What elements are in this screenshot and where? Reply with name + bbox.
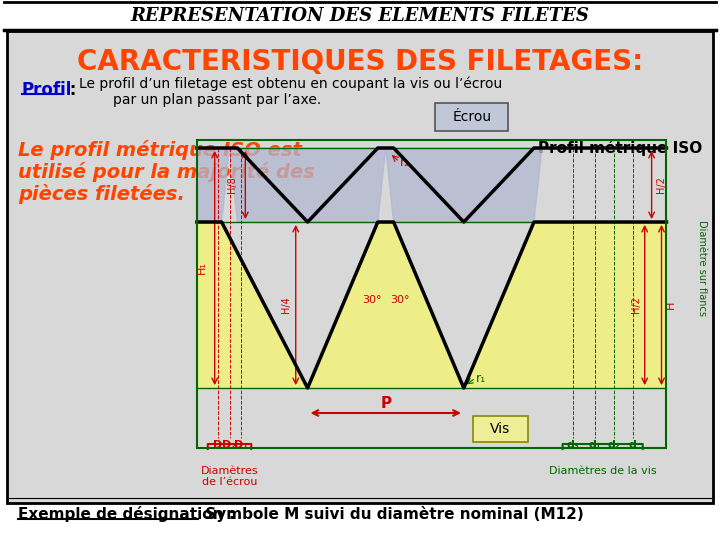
- Text: Écrou: Écrou: [452, 110, 491, 124]
- FancyBboxPatch shape: [7, 31, 713, 503]
- Text: d₁: d₁: [589, 440, 602, 450]
- Text: Profil métrique ISO: Profil métrique ISO: [538, 140, 702, 156]
- Text: D₁: D₁: [234, 440, 248, 450]
- Text: Diamètre sur flancs: Diamètre sur flancs: [697, 220, 707, 316]
- Text: r₂: r₂: [400, 156, 410, 168]
- Text: H/2: H/2: [631, 296, 641, 313]
- Text: d₂: d₂: [608, 440, 621, 450]
- Text: Diamètres de la vis: Diamètres de la vis: [549, 466, 657, 476]
- Text: Le profil métrique ISO est: Le profil métrique ISO est: [18, 140, 302, 160]
- Text: Vis: Vis: [490, 422, 510, 436]
- Text: REPRESENTATION DES ELEMENTS FILETES: REPRESENTATION DES ELEMENTS FILETES: [130, 7, 590, 25]
- Text: Exemple de désignation :: Exemple de désignation :: [18, 506, 235, 522]
- Text: CARACTERISTIQUES DES FILETAGES:: CARACTERISTIQUES DES FILETAGES:: [77, 48, 643, 76]
- Text: H₁: H₁: [197, 261, 207, 274]
- Text: H/2: H/2: [656, 177, 665, 193]
- Text: P: P: [380, 395, 391, 410]
- Text: utilisé pour la majorité des: utilisé pour la majorité des: [18, 162, 315, 182]
- Text: H/8: H/8: [228, 177, 238, 193]
- Text: r₁: r₁: [476, 372, 486, 384]
- Text: :: :: [64, 81, 77, 99]
- Text: H/4: H/4: [281, 296, 291, 313]
- Text: D: D: [213, 440, 222, 450]
- Text: d₃: d₃: [566, 440, 579, 450]
- Text: de l’écrou: de l’écrou: [202, 477, 257, 487]
- Text: D₂: D₂: [222, 440, 237, 450]
- Text: H: H: [665, 301, 675, 309]
- Text: 30°: 30°: [390, 295, 409, 305]
- Text: Le profil d’un filetage est obtenu en coupant la vis ou l’écrou: Le profil d’un filetage est obtenu en co…: [79, 77, 503, 91]
- Polygon shape: [197, 222, 667, 388]
- Text: pièces filetées.: pièces filetées.: [18, 184, 185, 204]
- Text: Diamètres: Diamètres: [201, 466, 258, 476]
- Polygon shape: [197, 148, 667, 222]
- FancyBboxPatch shape: [435, 103, 508, 131]
- FancyBboxPatch shape: [473, 416, 528, 442]
- Text: 30°: 30°: [362, 295, 382, 305]
- Text: Profil: Profil: [22, 81, 72, 99]
- Text: d: d: [629, 440, 636, 450]
- Text: par un plan passant par l’axe.: par un plan passant par l’axe.: [113, 93, 321, 107]
- Text: Symbole M suivi du diamètre nominal (M12): Symbole M suivi du diamètre nominal (M12…: [200, 506, 584, 522]
